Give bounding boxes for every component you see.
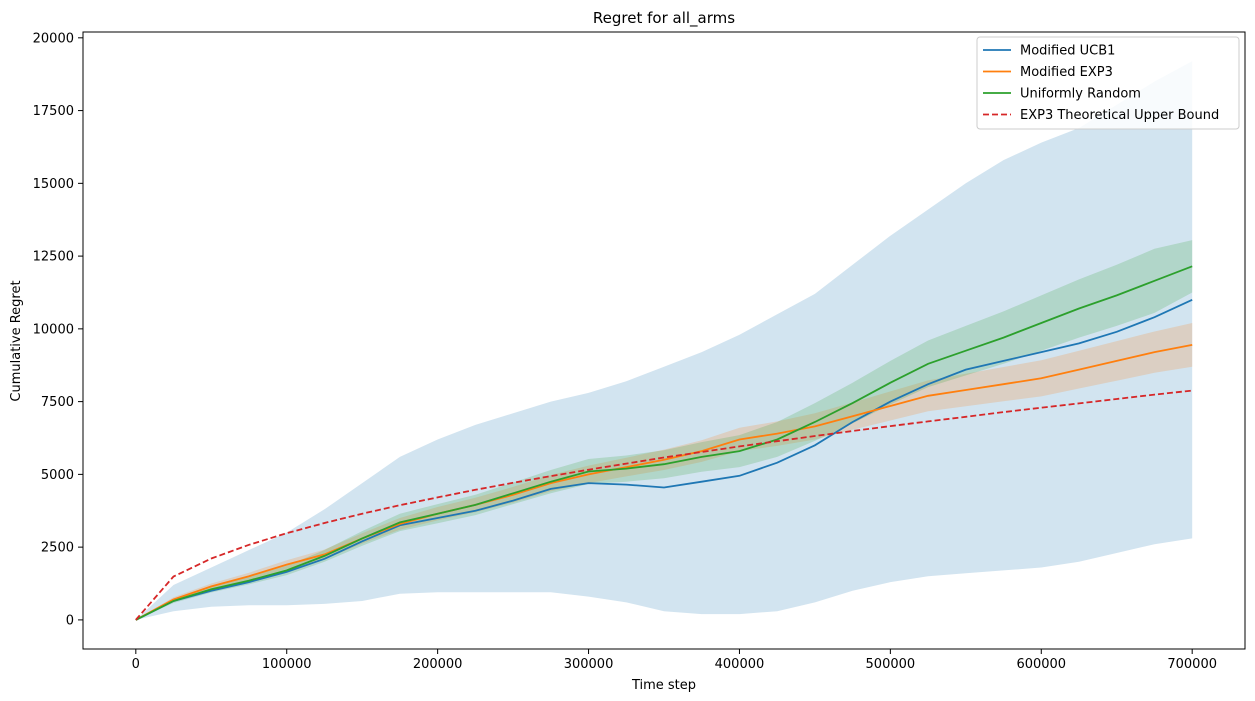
y-tick-label: 17500 xyxy=(33,104,74,119)
series-line-exp3-theoretical-upper-bound xyxy=(135,389,1193,621)
y-tick-label: 12500 xyxy=(33,250,74,265)
x-tick-label: 100000 xyxy=(262,657,312,672)
plot-frame xyxy=(82,31,1246,650)
x-axis: 0 100000 200000 300000 400000 500000 600000 700… xyxy=(132,649,1217,672)
y-tick-label: 20000 xyxy=(33,31,74,46)
x-tick-label: 400000 xyxy=(715,657,765,672)
series-line-uniformly-random xyxy=(135,265,1193,621)
legend-label: Modified EXP3 xyxy=(1020,65,1113,80)
x-tick-label: 300000 xyxy=(564,657,614,672)
band-modified-ucb1 xyxy=(135,61,1193,620)
confidence-bands xyxy=(135,61,1193,620)
legend-label: Uniformly Random xyxy=(1020,87,1141,102)
y-tick-label: 2500 xyxy=(41,541,74,556)
x-tick-label: 600000 xyxy=(1016,657,1066,672)
legend-box xyxy=(976,36,1240,130)
legend-label: EXP3 Theoretical Upper Bound xyxy=(1020,108,1219,123)
chart-title: Regret for all_arms xyxy=(593,9,735,28)
band-modified-exp3 xyxy=(135,323,1193,620)
y-tick-label: 7500 xyxy=(41,395,74,410)
x-tick-label: 200000 xyxy=(413,657,463,672)
x-tick-label: 700000 xyxy=(1167,657,1217,672)
y-axis-title: Cumulative Regret xyxy=(9,280,24,401)
x-tick-label: 500000 xyxy=(866,657,916,672)
y-tick-label: 5000 xyxy=(41,468,74,483)
y-tick-label: 0 xyxy=(66,613,74,628)
y-tick-label: 10000 xyxy=(33,322,74,337)
series-lines xyxy=(135,265,1193,621)
legend-label: Modified UCB1 xyxy=(1020,44,1115,59)
legend: Modified UCB1 Modified EXP3 Uniformly Rand… xyxy=(976,36,1240,130)
x-axis-title: Time step xyxy=(631,678,696,693)
y-tick-label: 15000 xyxy=(33,177,74,192)
series-line-modified-exp3 xyxy=(135,344,1193,621)
series-line-modified-ucb1 xyxy=(135,298,1193,621)
y-axis: 0 2500 5000 7500 10000 12500 15000 17500 20000 xyxy=(33,31,83,628)
x-tick-label: 0 xyxy=(132,657,140,672)
